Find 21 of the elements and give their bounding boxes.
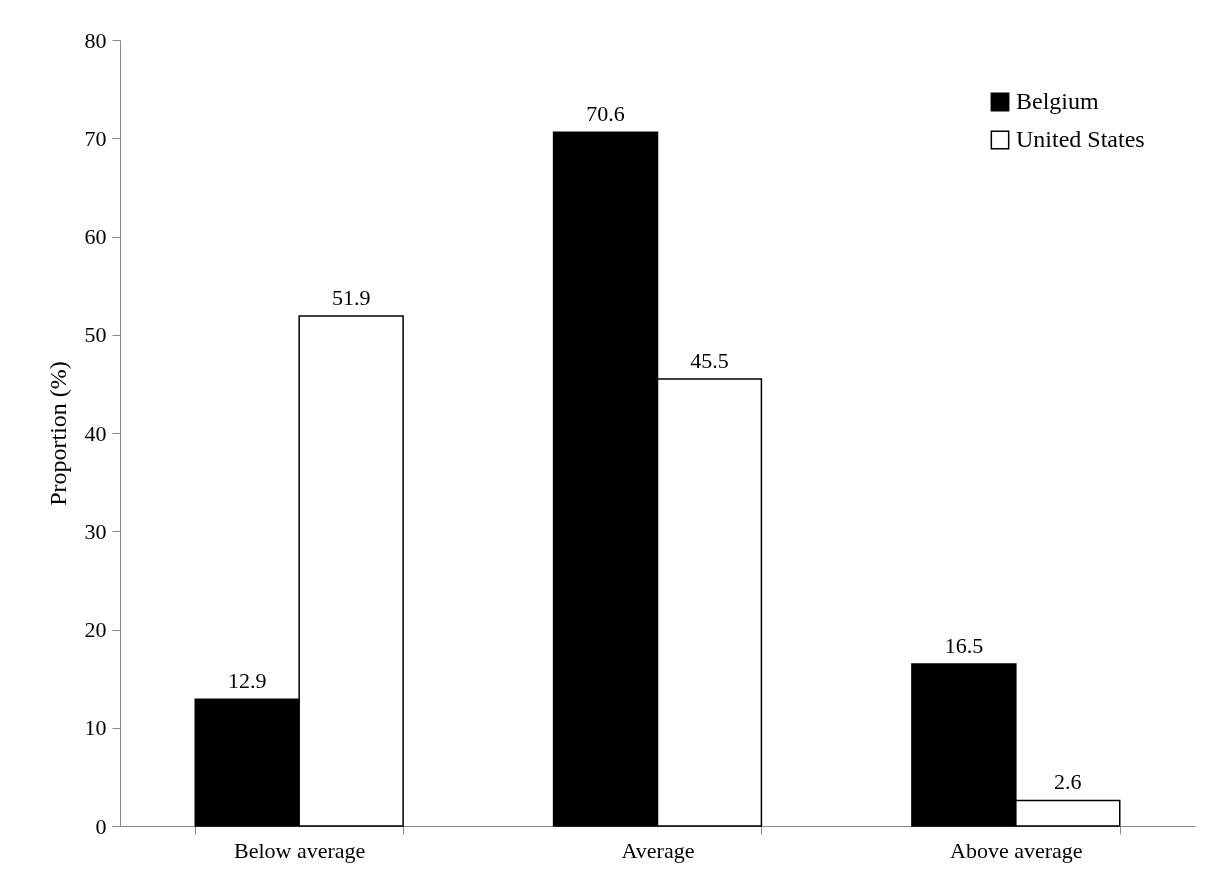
y-axis-title: Proportion (%): [44, 361, 71, 506]
data-label: 51.9: [331, 285, 371, 311]
data-label: 70.6: [586, 101, 625, 127]
y-tick-label: 50: [84, 322, 107, 348]
x-tick-label: Below average: [234, 837, 366, 863]
y-tick-label: 10: [84, 715, 107, 741]
y-tick-label: 80: [84, 27, 107, 53]
data-label: 16.5: [944, 632, 984, 658]
legend-label: Belgium: [1016, 88, 1099, 114]
x-tick-label: Average: [621, 837, 695, 863]
y-tick-label: 60: [84, 224, 107, 249]
data-label: 45.5: [690, 347, 729, 373]
y-tick-label: 0: [95, 813, 107, 839]
y-tick-label: 40: [84, 420, 107, 446]
x-tick-label: Above average: [950, 837, 1083, 863]
y-tick-label: 70: [84, 125, 107, 151]
y-tick-label: 20: [84, 617, 107, 642]
data-label: 12.9: [227, 668, 267, 694]
legend-label: United States: [1016, 126, 1145, 152]
y-tick-label: 30: [84, 518, 107, 544]
data-label: 2.6: [1054, 769, 1082, 795]
